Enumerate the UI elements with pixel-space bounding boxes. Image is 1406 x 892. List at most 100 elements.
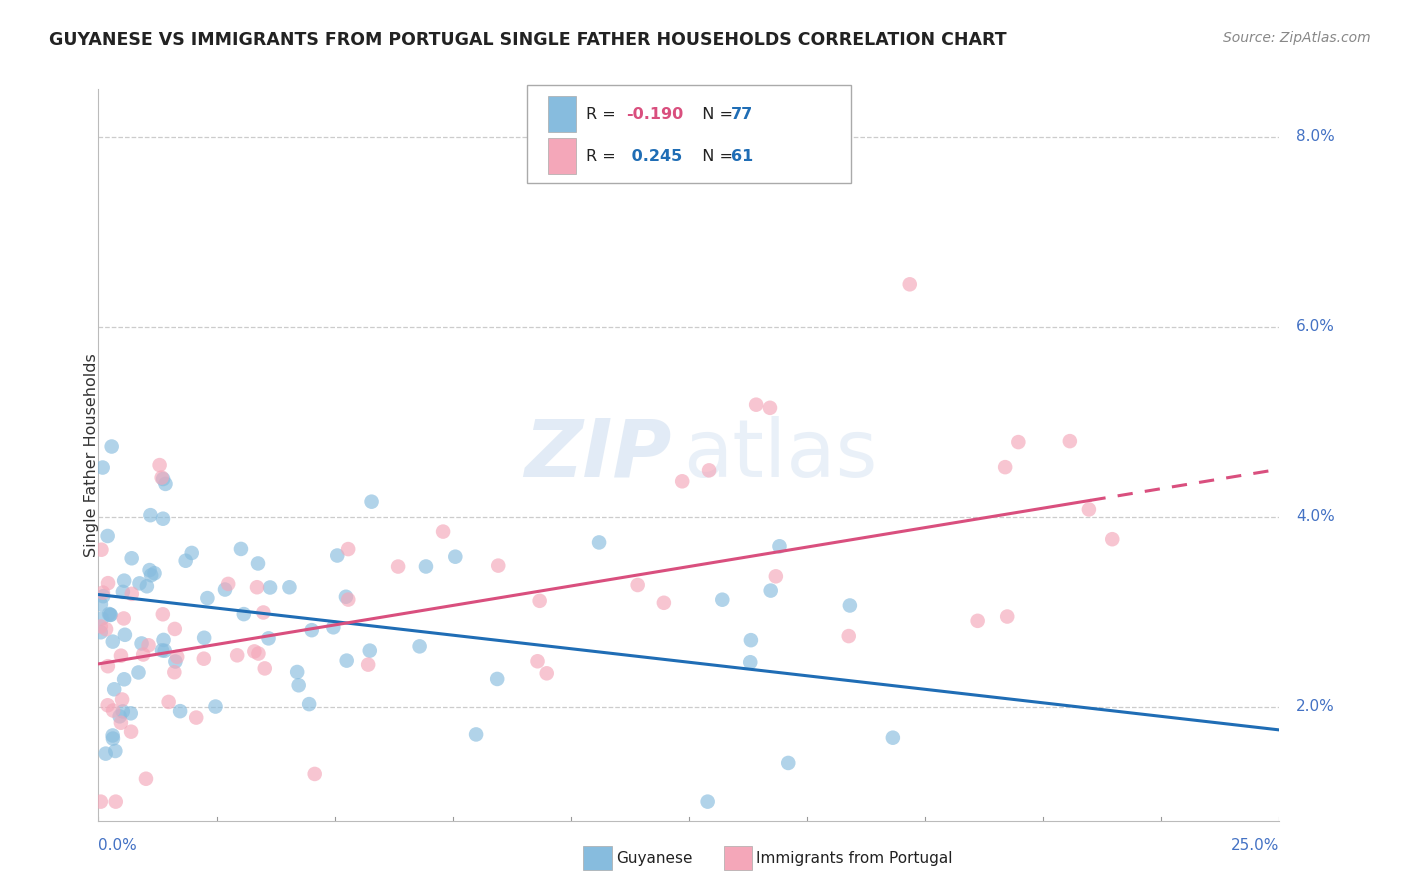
Text: N =: N = [692,149,738,163]
Point [287,678,309,692]
Point [247,647,270,661]
Point [217,577,239,591]
Point [112,574,135,588]
Point [882,731,904,745]
Point [110,648,132,663]
Point [94,747,117,761]
Point [114,628,136,642]
Point [150,470,173,484]
Point [152,607,174,622]
Point [138,638,160,652]
Point [97,529,120,543]
Point [204,699,226,714]
Text: 77: 77 [731,107,754,121]
Point [486,672,509,686]
Text: 25.0%: 25.0% [1232,838,1279,853]
Point [214,582,236,597]
Point [697,463,720,477]
Point [415,559,437,574]
Point [128,576,150,591]
Point [165,655,187,669]
Point [246,580,269,594]
Point [465,727,488,741]
Point [671,475,693,489]
Text: GUYANESE VS IMMIGRANTS FROM PORTUGAL SINGLE FATHER HOUSEHOLDS CORRELATION CHART: GUYANESE VS IMMIGRANTS FROM PORTUGAL SIN… [49,31,1007,49]
Point [91,589,114,603]
Point [298,697,321,711]
Point [838,599,860,613]
Point [90,611,112,625]
Point [152,512,174,526]
Point [304,767,326,781]
Point [120,724,142,739]
Point [326,549,349,563]
Point [740,633,762,648]
Point [138,563,160,577]
Point [163,665,186,680]
Point [226,648,249,663]
Point [765,569,787,583]
Point [139,508,162,523]
Point [91,460,114,475]
Point [90,542,112,557]
Point [112,611,135,625]
Point [111,585,134,599]
Text: 6.0%: 6.0% [1296,319,1334,334]
Point [652,596,675,610]
Point [132,648,155,662]
Point [139,568,162,582]
Point [257,632,280,646]
Point [193,631,215,645]
Point [101,704,124,718]
Point [322,620,344,634]
Point [1077,502,1099,516]
Point [121,551,143,566]
Point [100,440,122,454]
Point [745,398,768,412]
Point [101,729,124,743]
Text: R =: R = [586,149,621,163]
Point [101,731,124,746]
Point [90,619,112,633]
Point [163,622,186,636]
Point [336,654,359,668]
Point [432,524,454,539]
Point [135,579,157,593]
Point [838,629,860,643]
Point [174,554,197,568]
Text: R =: R = [586,107,621,121]
Point [1007,435,1029,450]
Point [759,583,782,598]
Point [90,597,112,611]
Point [193,651,215,665]
Point [98,607,121,621]
Point [149,458,172,472]
Text: Source: ZipAtlas.com: Source: ZipAtlas.com [1223,31,1371,45]
Point [120,706,142,721]
Point [966,614,988,628]
Point [135,772,157,786]
Point [153,644,176,658]
Point [232,607,254,621]
Point [229,541,252,556]
Point [94,622,117,636]
Point [301,623,323,637]
Text: Immigrants from Portugal: Immigrants from Portugal [756,851,953,865]
Point [91,585,114,599]
Point [994,460,1017,475]
Text: -0.190: -0.190 [626,107,683,121]
Point [110,715,132,730]
Point [711,592,734,607]
Point [166,649,188,664]
Text: 8.0%: 8.0% [1296,129,1334,145]
Point [359,643,381,657]
Point [387,559,409,574]
Point [155,476,177,491]
Point [253,661,276,675]
Text: 2.0%: 2.0% [1296,699,1334,714]
Point [97,576,120,591]
Point [197,591,219,606]
Point [740,655,762,669]
Point [186,710,208,724]
Point [90,795,112,809]
